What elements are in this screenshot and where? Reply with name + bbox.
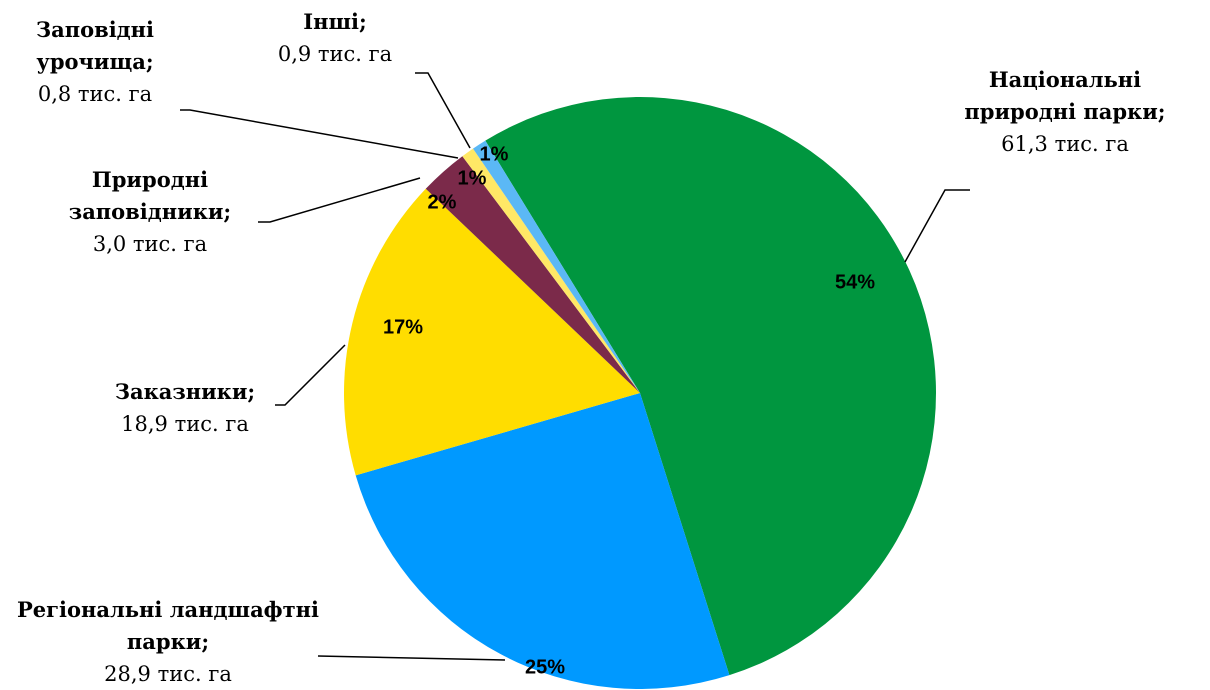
percent-label: 54% (835, 271, 875, 293)
leader-line (415, 72, 471, 149)
value-label: 0,8 тис. га (37, 82, 153, 106)
pie-slice (462, 148, 640, 393)
slice-label: Природні заповідники; 3,0 тис. га (50, 164, 250, 260)
pie-slice (472, 140, 640, 393)
category-name: Заповідні урочища; (35, 17, 155, 74)
slice-label: Регіональні ландшафтні парки; 28,9 тис. г… (8, 594, 328, 690)
leader-line (904, 189, 970, 263)
pie-slice (355, 393, 730, 689)
percent-label: 17% (383, 316, 423, 338)
leader-line (275, 344, 346, 406)
pie-slice (344, 188, 640, 476)
value-label: 3,0 тис. га (92, 232, 208, 256)
pie-slice (485, 96, 937, 676)
category-name: Національні природні парки; (964, 67, 1166, 124)
slice-label: Заказники; 18,9 тис. га (55, 376, 315, 440)
leader-line (180, 109, 459, 159)
percent-label: 1% (480, 143, 509, 165)
percent-label: 25% (525, 656, 565, 678)
value-label: 0,9 тис. га (277, 42, 393, 66)
leader-line (317, 655, 506, 661)
category-name: Регіональні ландшафтні парки; (17, 597, 319, 654)
value-label: 28,9 тис. га (104, 662, 232, 686)
category-name: Заказники; (114, 379, 256, 404)
leader-line (258, 177, 421, 223)
pie-slice (425, 156, 640, 393)
value-label: 18,9 тис. га (121, 412, 249, 436)
category-name: Природні заповідники; (68, 167, 232, 224)
slice-label: Інші; 0,9 тис. га (225, 6, 445, 70)
percent-label: 2% (428, 191, 457, 213)
slice-label: Національні природні парки; 61,3 тис. га (945, 64, 1185, 160)
slice-label: Заповідні урочища; 0,8 тис. га (13, 14, 178, 110)
percent-label: 1% (458, 167, 487, 189)
category-name: Інші; (303, 9, 367, 34)
value-label: 61,3 тис. га (1001, 132, 1129, 156)
